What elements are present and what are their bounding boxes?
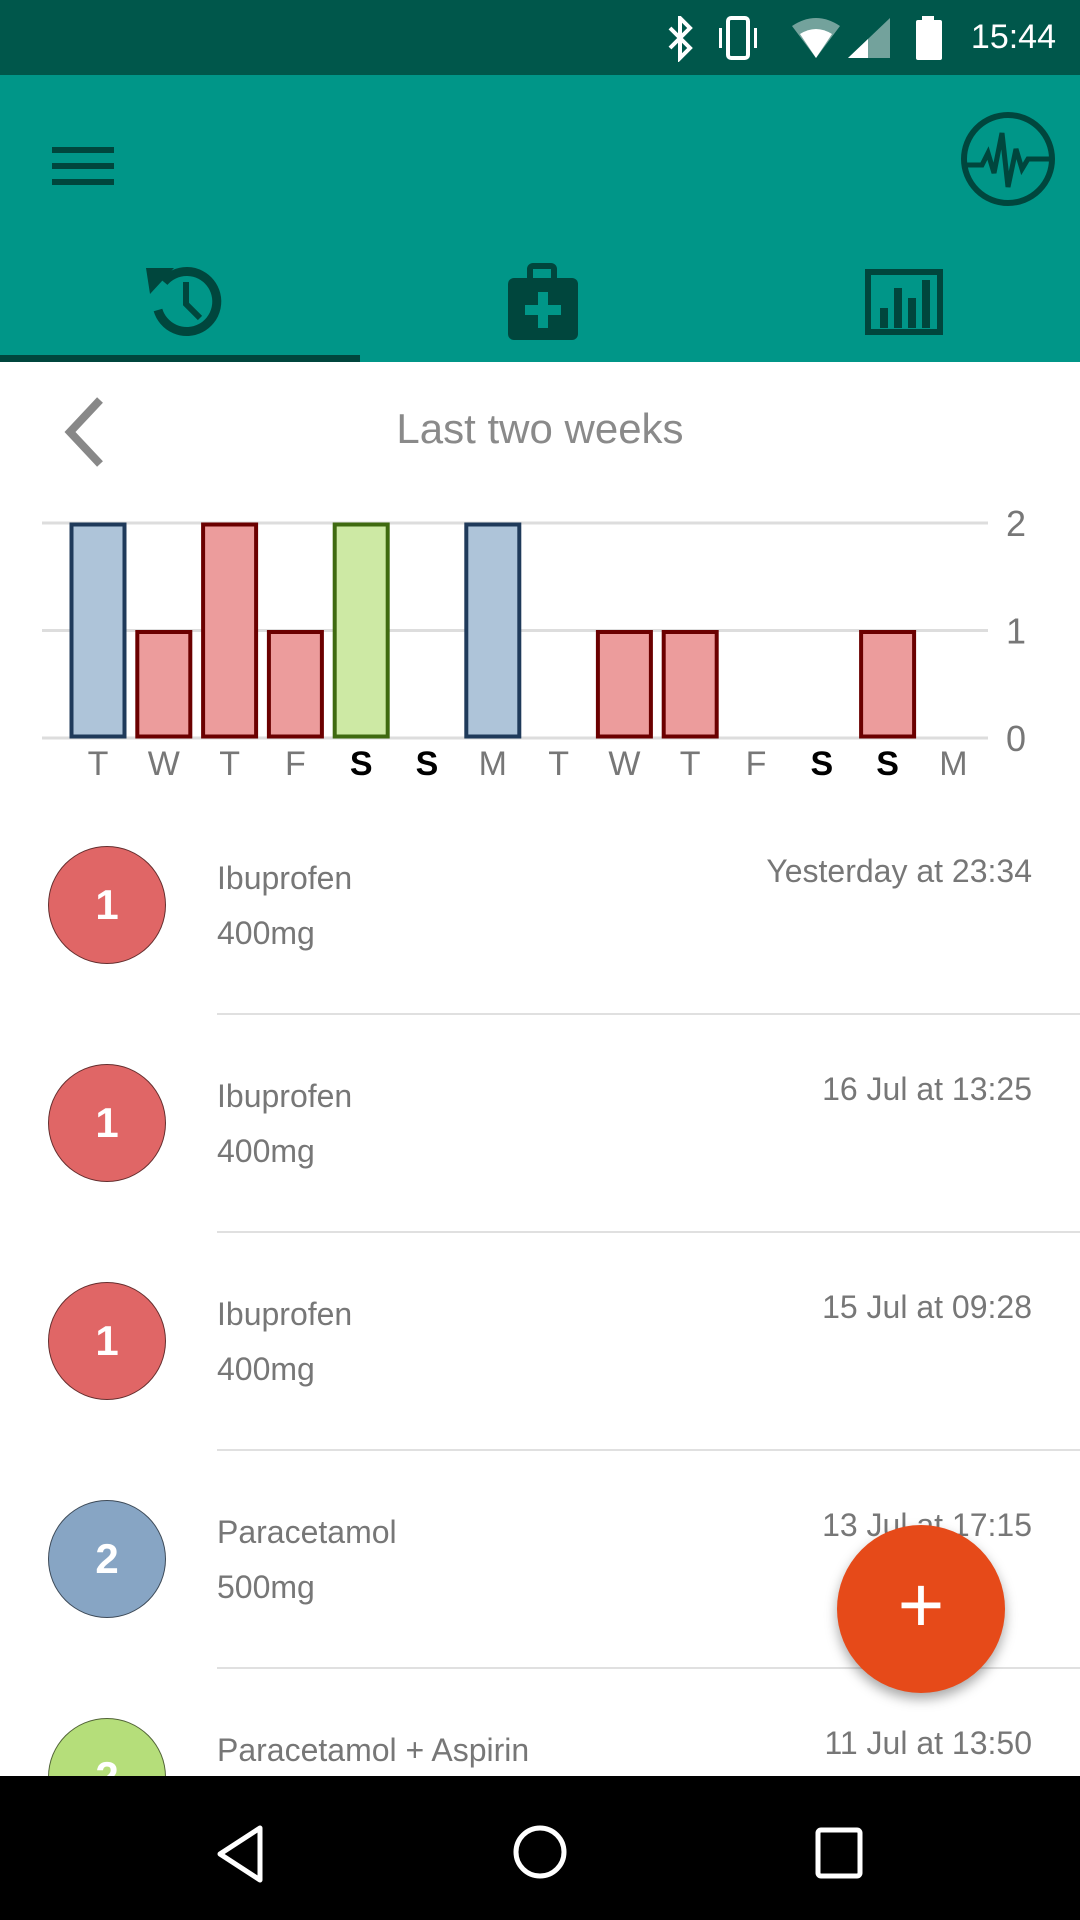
divider <box>217 1667 1080 1669</box>
medication-dose: 500mg <box>217 1569 315 1605</box>
bar <box>332 522 390 739</box>
bar <box>135 630 193 739</box>
count-badge: 1 <box>48 1064 166 1182</box>
x-tick-label: T <box>680 745 701 783</box>
add-entry-button[interactable]: + <box>837 1525 1005 1693</box>
vibrate-icon <box>719 16 757 60</box>
bar <box>69 522 127 739</box>
entry-date: 11 Jul at 13:50 <box>824 1725 1032 1761</box>
bar <box>661 630 719 739</box>
list-item[interactable]: 1 Ibuprofen 400mg 16 Jul at 13:25 <box>0 1015 1080 1233</box>
y-tick-label: 2 <box>1006 503 1026 544</box>
bluetooth-icon <box>668 16 693 62</box>
signal-icon <box>848 18 890 58</box>
x-tick-label: W <box>148 745 180 783</box>
bar <box>859 630 917 739</box>
battery-icon <box>916 16 942 60</box>
list-item[interactable]: 1 Ibuprofen 400mg Yesterday at 23:34 <box>0 797 1080 1015</box>
history-icon <box>146 267 222 336</box>
divider <box>217 1231 1080 1233</box>
medication-dose: 400mg <box>217 1351 315 1387</box>
list-item[interactable]: 1 Ibuprofen 400mg 15 Jul at 09:28 <box>0 1233 1080 1451</box>
divider <box>217 1013 1080 1015</box>
x-tick-label: M <box>479 745 507 783</box>
x-tick-label: S <box>876 745 899 783</box>
x-tick-label: T <box>219 745 240 783</box>
pulse-icon[interactable] <box>958 109 1058 209</box>
bar <box>464 522 522 739</box>
y-tick-label: 1 <box>1006 611 1026 652</box>
tab-statistics[interactable] <box>720 245 1080 362</box>
bar <box>201 522 259 739</box>
hamburger-menu-icon[interactable] <box>52 141 116 191</box>
x-tick-label: F <box>285 745 306 783</box>
x-tick-label: F <box>746 745 767 783</box>
x-tick-label: W <box>608 745 640 783</box>
tab-history[interactable] <box>0 245 360 362</box>
x-tick-label: S <box>350 745 373 783</box>
period-title: Last two weeks <box>396 405 684 452</box>
medication-name: Ibuprofen <box>217 1078 353 1114</box>
entry-date: 16 Jul at 13:25 <box>822 1071 1032 1107</box>
x-tick-label: S <box>416 745 439 783</box>
x-tick-label: T <box>548 745 569 783</box>
medication-name: Paracetamol + Aspirin <box>217 1732 530 1768</box>
medication-dose: 400mg <box>217 1133 315 1169</box>
count-badge: 2 <box>48 1500 166 1618</box>
count-badge: 1 <box>48 846 166 964</box>
medication-name: Ibuprofen <box>217 860 353 896</box>
medication-dose: 400mg <box>217 915 315 951</box>
home-nav-icon[interactable] <box>512 1824 568 1880</box>
bar <box>595 630 653 739</box>
entry-date: Yesterday at 23:34 <box>766 853 1032 889</box>
count-badge: 1 <box>48 1282 166 1400</box>
tab-medications[interactable] <box>360 245 720 362</box>
wifi-icon <box>792 18 840 58</box>
entry-date: 15 Jul at 09:28 <box>822 1289 1032 1325</box>
x-tick-label: M <box>939 745 967 783</box>
medical-kit-icon <box>508 263 578 340</box>
status-bar: 15:44 <box>0 0 1080 75</box>
bar-chart: 0 1 2 T W T F S S M T W T F S S M <box>42 503 1026 783</box>
status-time: 15:44 <box>970 18 1056 56</box>
back-nav-icon[interactable] <box>214 1824 270 1884</box>
divider <box>217 1449 1080 1451</box>
status-icons <box>668 16 942 62</box>
x-tick-label: T <box>88 745 109 783</box>
back-chevron-icon[interactable] <box>60 396 110 468</box>
y-tick-label: 0 <box>1006 718 1026 759</box>
x-tick-label: S <box>810 745 833 783</box>
tab-indicator <box>0 355 360 362</box>
recents-nav-icon[interactable] <box>814 1826 864 1880</box>
medication-name: Paracetamol <box>217 1514 397 1550</box>
medication-name: Ibuprofen <box>217 1296 353 1332</box>
navigation-bar <box>0 1776 1080 1920</box>
bar-chart-icon <box>865 269 943 335</box>
app-bar <box>0 75 1080 362</box>
bar <box>266 630 324 739</box>
